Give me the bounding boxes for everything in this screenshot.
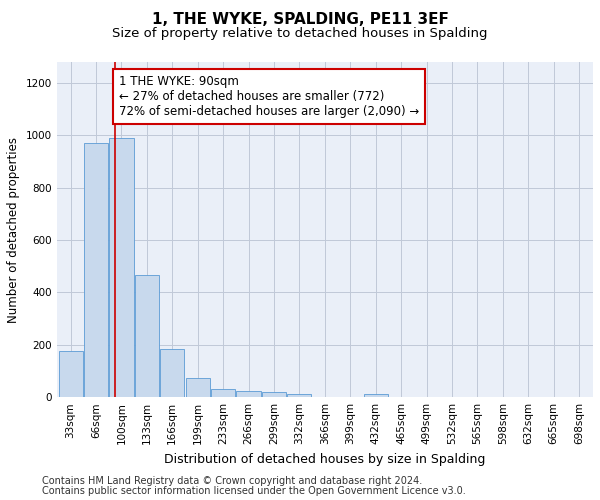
Y-axis label: Number of detached properties: Number of detached properties — [7, 136, 20, 322]
Bar — [84, 143, 108, 397]
Bar — [59, 352, 83, 397]
Bar — [160, 349, 184, 397]
Bar — [135, 276, 159, 397]
Text: Contains public sector information licensed under the Open Government Licence v3: Contains public sector information licen… — [42, 486, 466, 496]
Text: 1, THE WYKE, SPALDING, PE11 3EF: 1, THE WYKE, SPALDING, PE11 3EF — [152, 12, 448, 28]
Bar — [211, 390, 235, 397]
Text: Size of property relative to detached houses in Spalding: Size of property relative to detached ho… — [112, 28, 488, 40]
Bar — [287, 394, 311, 397]
Bar — [262, 392, 286, 397]
Text: Contains HM Land Registry data © Crown copyright and database right 2024.: Contains HM Land Registry data © Crown c… — [42, 476, 422, 486]
Text: 1 THE WYKE: 90sqm
← 27% of detached houses are smaller (772)
72% of semi-detache: 1 THE WYKE: 90sqm ← 27% of detached hous… — [119, 75, 419, 118]
Bar — [185, 378, 210, 397]
X-axis label: Distribution of detached houses by size in Spalding: Distribution of detached houses by size … — [164, 452, 485, 466]
Bar — [236, 392, 260, 397]
Bar — [109, 138, 134, 397]
Bar — [364, 394, 388, 397]
